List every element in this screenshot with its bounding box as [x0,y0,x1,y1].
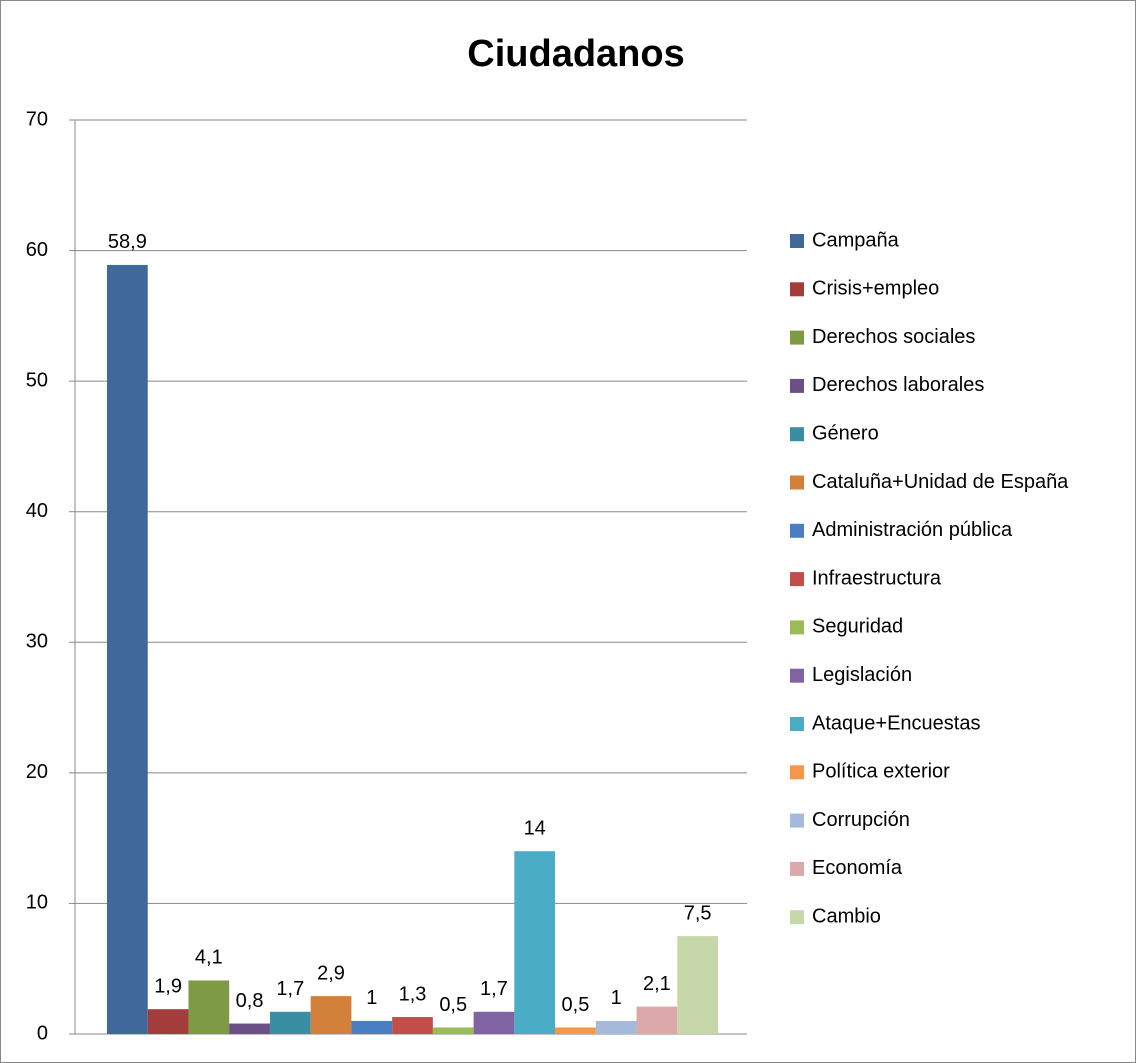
data-label: 2,9 [317,962,345,984]
data-label: 1,7 [480,978,508,1000]
bar [310,996,352,1034]
bar [514,851,556,1034]
y-tick-label: 20 [26,761,48,783]
legend-label: Corrupción [812,809,910,831]
data-label: 58,9 [108,231,147,253]
legend-swatch [790,910,804,925]
y-tick-label: 0 [37,1022,48,1044]
data-label: 14 [524,817,546,839]
bar [229,1023,270,1034]
bar [473,1011,515,1034]
bar [107,264,148,1034]
legend-swatch [790,475,804,490]
chart-title: Ciudadanos [467,33,684,75]
legend-label: Ataque+Encuestas [812,712,980,734]
legend-swatch [790,378,804,393]
bar [595,1020,637,1034]
legend-label: Derechos sociales [812,326,975,348]
legend-label: Economía [812,857,903,879]
legend-swatch [790,765,804,780]
legend-swatch [790,620,804,635]
data-label: 0,5 [562,994,590,1016]
legend-swatch [790,861,804,876]
legend-swatch [790,572,804,587]
bar [269,1011,311,1034]
data-label: 7,5 [684,902,712,924]
data-label: 1 [366,987,377,1009]
legend-swatch [790,234,804,248]
legend-swatch [790,330,804,345]
data-label: 4,1 [195,947,223,969]
y-tick-label: 50 [26,369,48,391]
bar [636,1006,678,1034]
legend-swatch [790,282,804,297]
legend-label: Cataluña+Unidad de España [812,471,1069,493]
y-tick-label: 40 [26,500,48,522]
bar [188,980,230,1034]
bar [351,1020,393,1034]
data-label: 1 [611,987,622,1009]
legend-swatch [790,668,804,683]
bar [555,1027,596,1034]
y-tick-label: 70 [26,108,48,130]
y-tick-label: 60 [26,239,48,261]
y-tick-label: 30 [26,631,48,653]
legend-label: Administración pública [812,519,1013,541]
legend-swatch [790,523,804,538]
legend-label: Legislación [812,664,912,686]
bar [677,936,718,1034]
legend-label: Derechos laborales [812,374,984,396]
data-label: 1,9 [154,975,182,997]
legend-label: Política exterior [812,761,950,783]
legend-swatch [790,813,804,828]
legend-label: Campaña [812,229,900,251]
data-label: 1,7 [276,978,304,1000]
bar [432,1027,474,1034]
data-label: 0,8 [236,990,264,1012]
bar [147,1009,189,1034]
legend-label: Infraestructura [812,567,942,589]
legend-label: Crisis+empleo [812,278,939,300]
data-label: 0,5 [439,994,467,1016]
legend-swatch [790,717,804,731]
legend-label: Género [812,422,879,444]
legend-swatch [790,427,804,442]
legend-label: Seguridad [812,616,903,638]
y-tick-label: 10 [26,892,48,914]
legend-label: Cambio [812,905,881,927]
data-label: 1,3 [399,983,427,1005]
data-label: 2,1 [643,973,671,995]
bar [392,1017,433,1034]
